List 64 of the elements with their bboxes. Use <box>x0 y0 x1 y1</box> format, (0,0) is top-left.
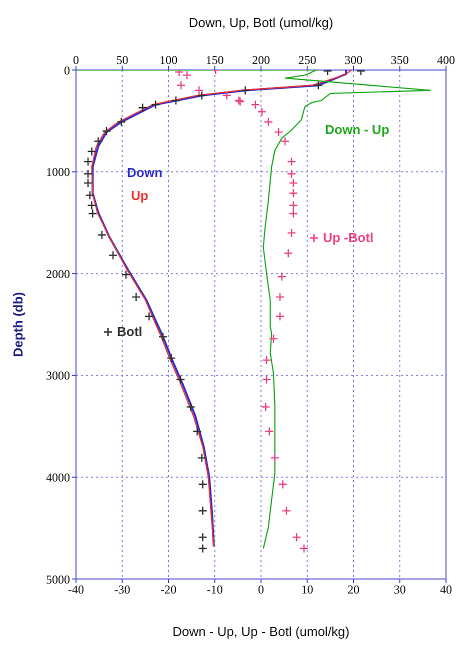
point <box>194 86 204 96</box>
point <box>176 80 186 90</box>
y-tick-label: 0 <box>64 63 70 78</box>
x2-tick-label: 350 <box>390 53 409 67</box>
point <box>288 188 298 198</box>
line-series <box>76 70 431 550</box>
legend-label: Botl <box>117 324 142 339</box>
point <box>299 544 309 554</box>
point <box>278 480 288 489</box>
point <box>174 70 184 77</box>
point <box>282 506 292 516</box>
point <box>288 200 298 210</box>
point <box>264 117 274 127</box>
x2-tick-label: 50 <box>116 53 128 67</box>
x-tick-label: 10 <box>301 582 314 597</box>
point <box>275 312 285 322</box>
x-tick-label: -30 <box>114 582 130 597</box>
x-axis-title: Down - Up, Up - Botl (umol/kg) <box>172 624 350 639</box>
x-tick-label: 20 <box>348 582 360 597</box>
x2-tick-label: 200 <box>252 53 270 67</box>
point <box>288 178 298 188</box>
point <box>262 355 272 365</box>
point <box>288 208 298 218</box>
point <box>222 90 232 100</box>
point <box>286 169 296 178</box>
point <box>268 334 278 344</box>
x2-tick-label: 300 <box>344 53 362 67</box>
y-tick-label: 2000 <box>46 266 70 281</box>
x2-tick-label: 400 <box>437 53 455 67</box>
point <box>262 374 272 384</box>
point <box>270 453 280 463</box>
point <box>286 156 296 166</box>
point <box>257 107 267 116</box>
text: Up <box>131 188 148 203</box>
x2-tick-label: 0 <box>73 53 79 67</box>
point <box>280 136 290 146</box>
point <box>274 127 284 137</box>
x2-tick-label: 150 <box>206 53 224 67</box>
point <box>277 272 286 282</box>
text: Down <box>127 165 162 180</box>
series-label: Down - Up <box>325 122 390 137</box>
point <box>275 292 285 302</box>
x-tick-label: 0 <box>258 582 264 597</box>
y-tick-label: 3000 <box>46 368 70 383</box>
point <box>182 70 192 80</box>
y-tick-label: 4000 <box>46 470 70 484</box>
legend-label: Up -Botl <box>323 230 374 245</box>
point <box>250 100 260 110</box>
point <box>292 532 302 542</box>
point <box>284 248 293 258</box>
x-tick-label: 40 <box>440 582 452 597</box>
point <box>286 228 296 238</box>
y-tick-label: 1000 <box>46 165 70 180</box>
x-tick-label: 30 <box>394 582 406 597</box>
point <box>260 402 270 412</box>
x2-axis-title: Down, Up, Botl (umol/kg) <box>188 15 334 30</box>
x-tick-label: -10 <box>206 582 223 597</box>
y-tick-label: 5000 <box>46 572 70 586</box>
y-axis-title: Depth (db) <box>10 292 26 357</box>
x-tick-label: -20 <box>160 582 176 597</box>
x2-tick-label: 250 <box>298 53 316 67</box>
point <box>264 426 274 436</box>
x2-tick-label: 100 <box>160 53 178 67</box>
x-tick-label: -40 <box>68 582 84 597</box>
